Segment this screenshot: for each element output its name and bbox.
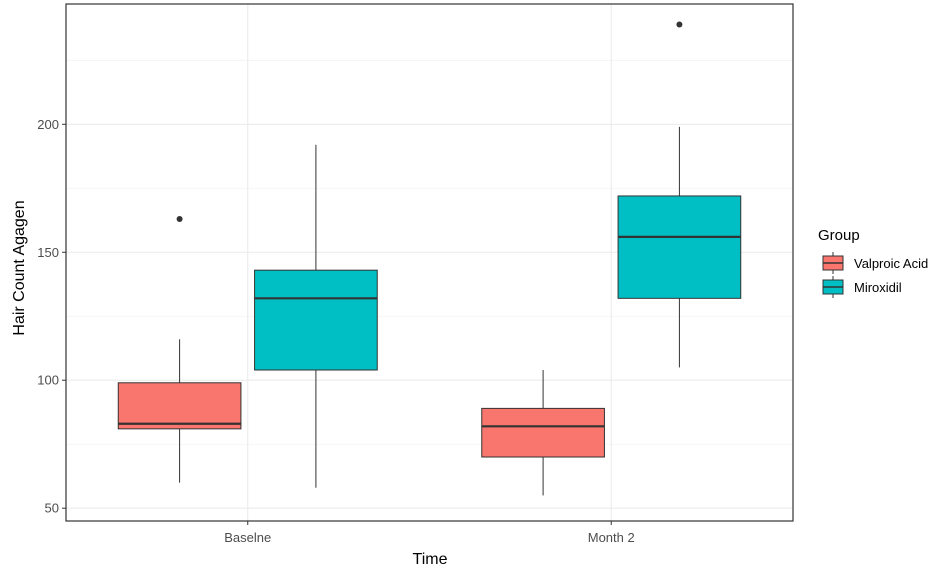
box-iqr bbox=[617, 195, 742, 299]
y-tick-label: 50 bbox=[45, 501, 59, 516]
box-iqr bbox=[481, 407, 605, 458]
legend-label: Miroxidil bbox=[854, 280, 902, 295]
x-tick-label: Baselne bbox=[224, 530, 271, 545]
axis-ticks: 50 100 150 200 Baselne Month 2 bbox=[37, 117, 634, 545]
box-iqr bbox=[117, 382, 242, 430]
legend-items: Valproic Acid Miroxidil bbox=[822, 252, 928, 298]
legend-label: Valproic Acid bbox=[854, 256, 928, 271]
y-axis-title: Hair Count Agagen bbox=[11, 200, 28, 335]
plot-border bbox=[65, 3, 794, 522]
legend-item: Miroxidil bbox=[822, 276, 902, 298]
box-valproic-acid bbox=[481, 369, 605, 496]
box-layer bbox=[117, 21, 742, 496]
box-iqr bbox=[254, 269, 378, 371]
box-miroxidil bbox=[254, 144, 378, 488]
y-tick-label: 100 bbox=[37, 373, 59, 388]
legend: Group Valproic Acid Miroxidil bbox=[818, 227, 928, 298]
x-tick-label: Month 2 bbox=[588, 530, 635, 545]
legend-item: Valproic Acid bbox=[822, 252, 928, 274]
y-tick-label: 150 bbox=[37, 245, 59, 260]
legend-title: Group bbox=[818, 227, 860, 244]
outlier-point bbox=[176, 215, 183, 222]
x-axis-title: Time bbox=[413, 551, 448, 568]
box-miroxidil bbox=[617, 21, 742, 368]
outlier-point bbox=[676, 21, 683, 28]
y-tick-label: 200 bbox=[37, 117, 59, 132]
box-valproic-acid bbox=[117, 215, 242, 483]
